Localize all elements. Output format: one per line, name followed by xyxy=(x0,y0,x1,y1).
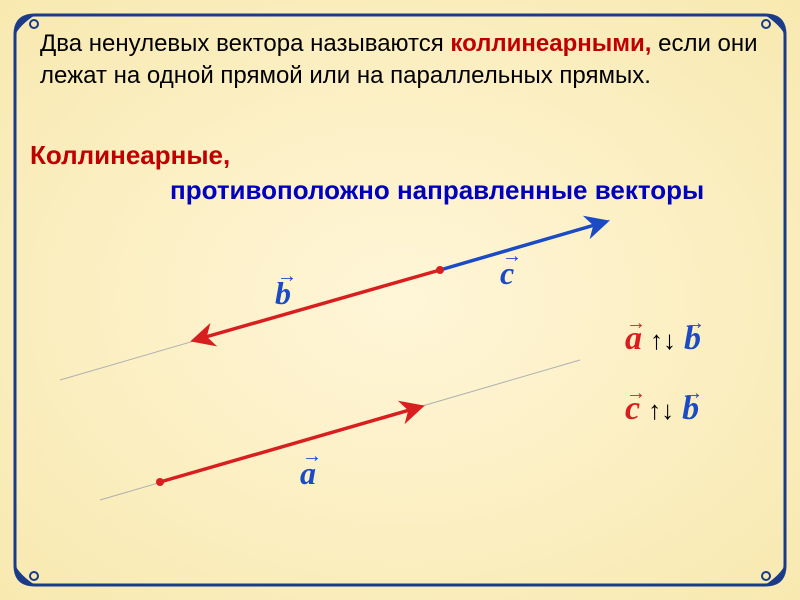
relation-ab: → a ↑↓ → b xyxy=(625,320,701,358)
antiparallel-icon: ↑↓ xyxy=(650,326,676,356)
relation-cb: → c ↑↓ → b xyxy=(625,390,699,428)
subtitle-line2: противоположно направленные векторы xyxy=(170,175,704,206)
definition-highlight: коллинеарными, xyxy=(450,30,651,57)
label-c: → c xyxy=(500,255,514,292)
antiparallel-icon: ↑↓ xyxy=(648,396,674,426)
definition-text: Два ненулевых вектора называются коллине… xyxy=(40,28,760,93)
origin-a xyxy=(156,478,164,486)
vector-diagram xyxy=(0,210,800,550)
vector-c xyxy=(440,222,605,270)
relation-ab-right: → b xyxy=(684,320,701,358)
arrow-over-icon: → xyxy=(502,245,522,268)
relation-cb-right: → b xyxy=(682,390,699,428)
arrow-over-icon: → xyxy=(277,265,297,288)
arrow-over-icon: → xyxy=(626,312,646,335)
relation-ab-left: → a xyxy=(625,320,642,358)
subtitle-line1: Коллинеарные, xyxy=(30,140,230,171)
vector-b xyxy=(195,270,440,340)
arrow-over-icon: → xyxy=(302,445,322,468)
arrow-over-icon: → xyxy=(683,382,703,405)
label-b: → b xyxy=(275,275,291,312)
origin-bc xyxy=(436,266,444,274)
vector-a xyxy=(160,407,420,482)
definition-pre: Два ненулевых вектора называются xyxy=(40,30,450,57)
arrow-over-icon: → xyxy=(685,312,705,335)
label-a: → a xyxy=(300,455,316,492)
arrow-over-icon: → xyxy=(626,382,646,405)
relation-cb-left: → c xyxy=(625,390,640,428)
